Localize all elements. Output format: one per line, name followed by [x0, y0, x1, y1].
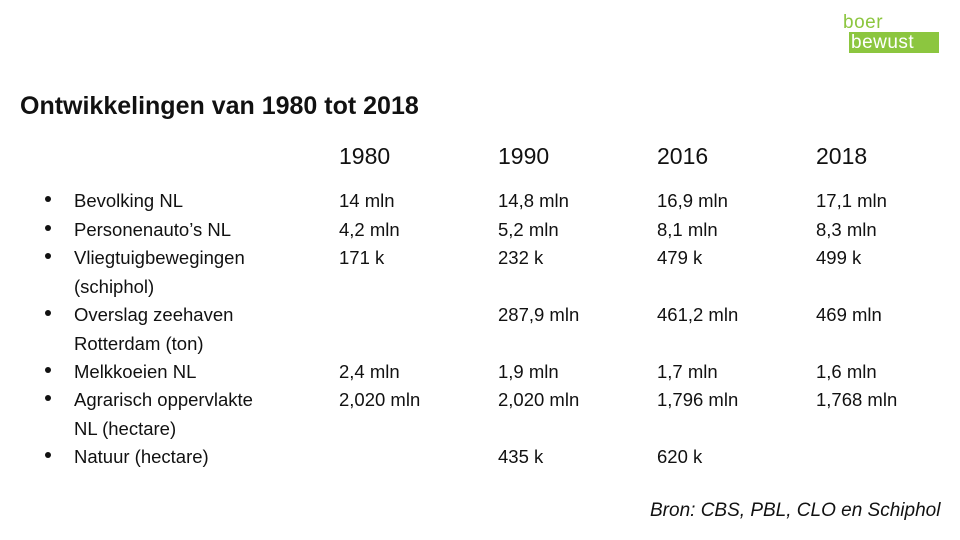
bullet-icon [45, 395, 51, 401]
value-2018: 499 k [816, 247, 862, 268]
year-header-2018: 2018 [816, 143, 868, 169]
value-2016: 1,796 mln [657, 389, 739, 410]
value-1980: 171 k [339, 247, 385, 268]
value-2016: 1,7 mln [657, 361, 718, 382]
logo-text-boer: boer [843, 12, 884, 33]
bullet-icon [45, 225, 51, 231]
bullet-icon [45, 452, 51, 458]
bullet-icon [45, 310, 51, 316]
value-1990: 232 k [498, 247, 544, 268]
bullet-icon [45, 253, 51, 259]
row-label: Vliegtuigbewegingen (schiphol) [74, 247, 245, 297]
value-2018: 17,1 mln [816, 190, 887, 211]
value-1980: 14 mln [339, 190, 395, 211]
page-title: Ontwikkelingen van 1980 tot 2018 [20, 92, 419, 120]
source-note: Bron: CBS, PBL, CLO en Schiphol [650, 500, 941, 521]
value-2016: 461,2 mln [657, 304, 739, 325]
year-header-1980: 1980 [339, 143, 391, 169]
bullet-icon [45, 367, 51, 373]
year-header-2016: 2016 [657, 143, 709, 169]
row-label: Natuur (hectare) [74, 446, 209, 467]
bullet-icon [45, 196, 51, 202]
logo-text-bewust: bewust [849, 32, 939, 53]
row-label: Melkkoeien NL [74, 361, 197, 382]
value-1990: 2,020 mln [498, 389, 580, 410]
value-1990: 5,2 mln [498, 219, 559, 240]
value-1980: 4,2 mln [339, 219, 400, 240]
value-1980: 2,4 mln [339, 361, 400, 382]
value-2018: 8,3 mln [816, 219, 877, 240]
value-1980: 2,020 mln [339, 389, 421, 410]
value-2016: 8,1 mln [657, 219, 718, 240]
value-1990: 287,9 mln [498, 304, 580, 325]
value-2016: 16,9 mln [657, 190, 728, 211]
value-2018: 1,6 mln [816, 361, 877, 382]
value-2018: 469 mln [816, 304, 882, 325]
value-2018: 1,768 mln [816, 389, 898, 410]
row-label: Overslag zeehaven Rotterdam (ton) [74, 304, 234, 354]
row-label: Personenauto’s NL [74, 219, 232, 240]
value-2016: 479 k [657, 247, 703, 268]
row-label: Agrarisch oppervlakte NL (hectare) [74, 389, 253, 439]
year-header-1990: 1990 [498, 143, 550, 169]
value-1990: 14,8 mln [498, 190, 569, 211]
value-2016: 620 k [657, 446, 703, 467]
value-1990: 435 k [498, 446, 544, 467]
boerbewust-logo: boer bewust [843, 13, 941, 53]
row-label: Bevolking NL [74, 190, 184, 211]
value-1990: 1,9 mln [498, 361, 559, 382]
